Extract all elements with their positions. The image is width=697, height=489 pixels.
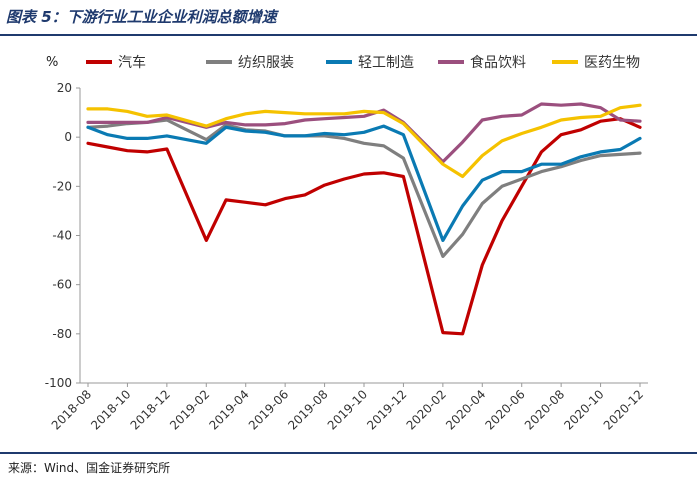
- footer-divider: [0, 452, 697, 454]
- x-tick-label: 2020-06: [482, 387, 527, 432]
- x-tick-label: 2020-04: [443, 387, 488, 432]
- source-note: 来源：Wind、国金证券研究所: [8, 461, 171, 475]
- chart-title: 图表 5：下游行业工业企业利润总额增速: [6, 8, 277, 26]
- x-tick-label: 2018-10: [88, 387, 133, 432]
- y-tick-label: 20: [57, 81, 72, 95]
- title-bar: 图表 5：下游行业工业企业利润总额增速: [0, 0, 697, 36]
- x-tick-label: 2019-06: [246, 387, 291, 432]
- series-line-4: [86, 103, 642, 179]
- x-tick-label: 2018-12: [128, 387, 173, 432]
- x-tick-label: 2020-08: [522, 387, 567, 432]
- series-line-1: [86, 118, 642, 258]
- x-tick-label: 2020-02: [404, 387, 449, 432]
- y-tick-label: -60: [52, 278, 72, 292]
- line-chart: 20 0 -20 -40 -60 -80 -100% 2018-082018-102018-1…: [45, 54, 648, 433]
- y-tick-label: -80: [52, 327, 72, 341]
- x-tick-label: 2019-12: [364, 387, 409, 432]
- legend-label-2: 轻工制造: [358, 55, 414, 71]
- x-tick-label: 2019-04: [206, 387, 251, 432]
- y-tick-label: -20: [52, 179, 72, 193]
- legend-label-1: 纺织服装: [238, 55, 294, 71]
- x-tick-label: 2019-08: [285, 387, 330, 432]
- x-tick-label: 2019-10: [325, 387, 370, 432]
- y-tick-label: -40: [52, 229, 72, 243]
- y-unit-label: %: [46, 55, 58, 70]
- series-line-2: [86, 124, 642, 242]
- series-line-3: [86, 102, 642, 164]
- series-line-0: [86, 117, 642, 336]
- y-tick-label: -100: [45, 376, 72, 390]
- legend-label-4: 医药生物: [584, 55, 640, 71]
- legend-label-0: 汽车: [118, 54, 146, 71]
- y-tick-label: 0: [64, 130, 72, 144]
- x-tick-label: 2020-10: [561, 387, 606, 432]
- x-tick-label: 2019-02: [167, 387, 212, 432]
- x-tick-label: 2018-08: [49, 387, 94, 432]
- legend-label-3: 食品饮料: [470, 54, 526, 71]
- x-tick-label: 2020-12: [601, 387, 646, 432]
